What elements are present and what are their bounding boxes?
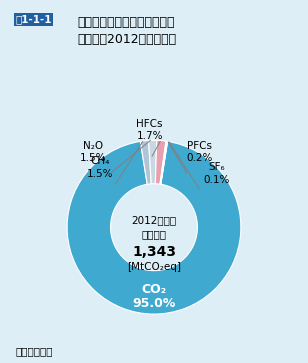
- Text: 資料：環境省: 資料：環境省: [15, 346, 53, 356]
- Text: 図1-1-1: 図1-1-1: [15, 15, 52, 25]
- Wedge shape: [148, 140, 157, 184]
- Text: CH₄: CH₄: [91, 156, 110, 166]
- Text: 2012年度の: 2012年度の: [132, 215, 176, 225]
- Text: 1.7%: 1.7%: [136, 131, 163, 141]
- Text: 95.0%: 95.0%: [132, 297, 176, 310]
- Text: 日本が排出する温室効果ガス
の内訳（2012年単年度）: 日本が排出する温室効果ガス の内訳（2012年単年度）: [77, 16, 176, 46]
- Text: 1.5%: 1.5%: [87, 168, 113, 179]
- Text: 1,343: 1,343: [132, 245, 176, 258]
- Text: [MtCO₂eq]: [MtCO₂eq]: [127, 262, 181, 272]
- Text: N₂O: N₂O: [83, 141, 103, 151]
- Text: SF₆: SF₆: [208, 163, 225, 172]
- Text: 図1-1-1: 図1-1-1: [15, 15, 52, 25]
- Wedge shape: [67, 142, 241, 314]
- Text: 1.5%: 1.5%: [80, 153, 107, 163]
- Text: PFCs: PFCs: [187, 141, 212, 151]
- Wedge shape: [155, 140, 166, 184]
- Wedge shape: [160, 141, 168, 184]
- Text: 0.1%: 0.1%: [203, 175, 230, 185]
- Text: HFCs: HFCs: [136, 119, 163, 129]
- Text: 総排出量: 総排出量: [141, 229, 167, 239]
- Text: CO₂: CO₂: [141, 283, 167, 296]
- Wedge shape: [140, 140, 151, 184]
- Text: 0.2%: 0.2%: [186, 153, 212, 163]
- Wedge shape: [160, 141, 167, 184]
